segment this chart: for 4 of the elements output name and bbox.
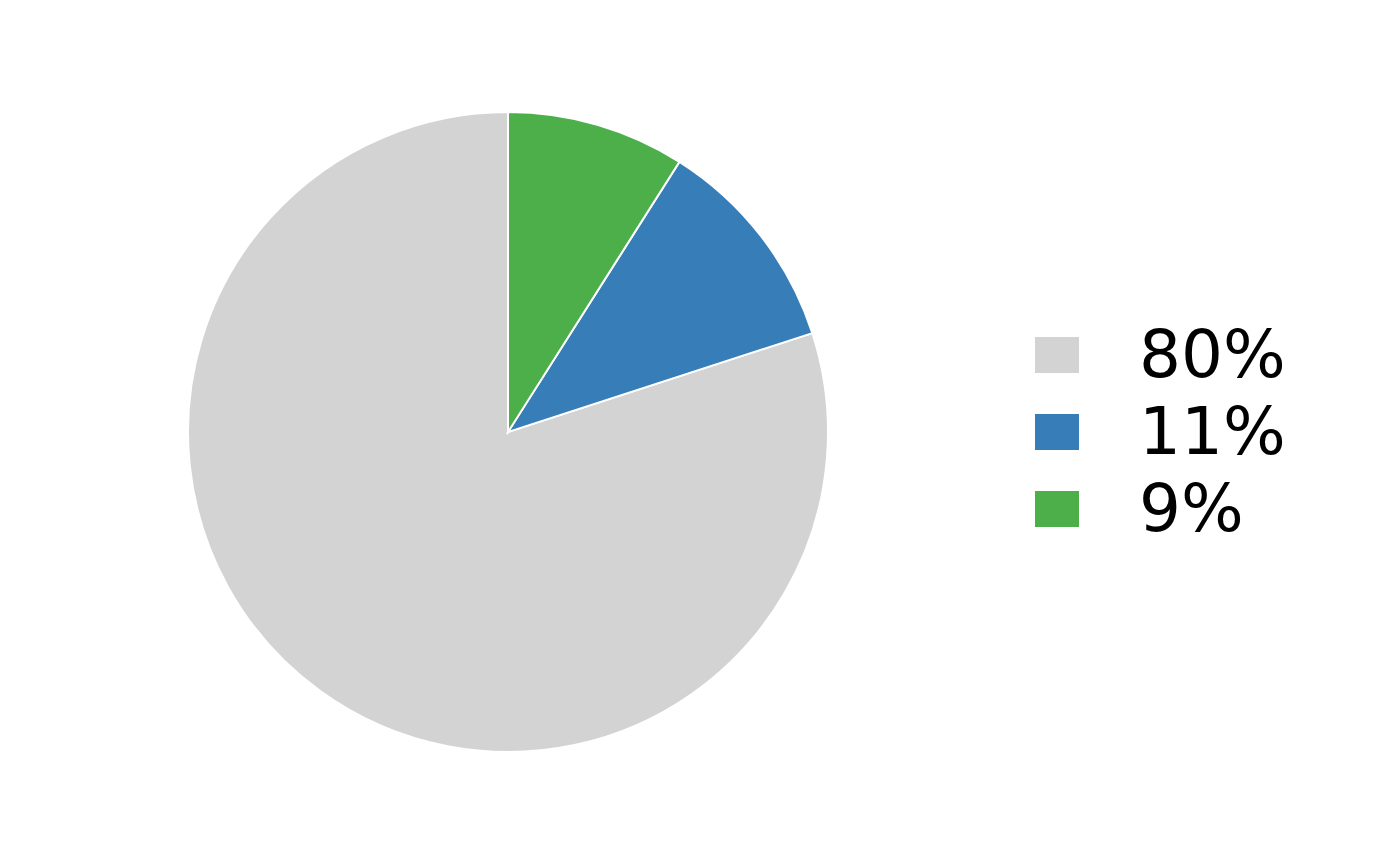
legend-label: 9% [1139,470,1244,547]
pie-slice [187,111,829,753]
legend-label: 11% [1139,393,1286,470]
legend-label: 80% [1139,316,1286,393]
